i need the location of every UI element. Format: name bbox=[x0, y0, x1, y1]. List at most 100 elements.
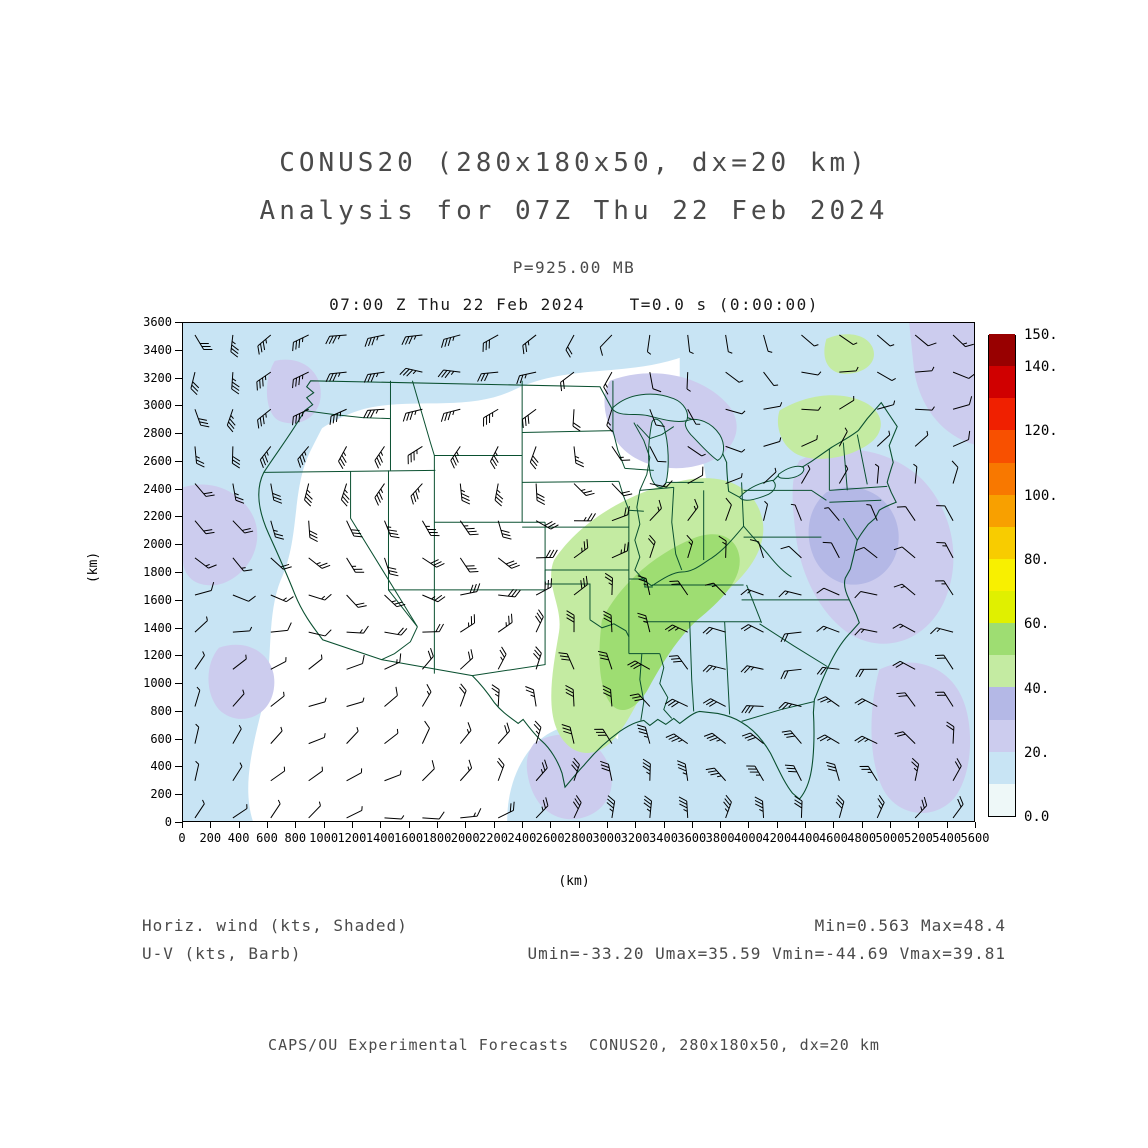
wind-barb bbox=[754, 796, 765, 818]
wind-barb bbox=[194, 760, 200, 781]
wind-barb bbox=[817, 696, 840, 707]
wind-barb bbox=[642, 758, 651, 781]
wind-barb bbox=[866, 504, 878, 521]
y-tick-label: 1600 bbox=[143, 592, 172, 607]
wind-barb bbox=[363, 408, 385, 419]
x-tick-mark bbox=[578, 822, 580, 828]
wind-barb bbox=[784, 764, 802, 781]
colorbar-tick-label: 140. bbox=[1024, 359, 1058, 376]
wind-barb bbox=[402, 408, 423, 422]
wind-barb bbox=[952, 430, 971, 447]
wind-barb bbox=[664, 698, 688, 708]
wind-barb bbox=[384, 520, 400, 539]
y-tick-label: 0 bbox=[164, 815, 172, 829]
y-tick-mark bbox=[175, 599, 182, 601]
wind-barb bbox=[894, 731, 916, 744]
x-tick-label: 2400 bbox=[507, 831, 537, 845]
x-tick-label: 5200 bbox=[903, 831, 933, 845]
y-tick-label: 2200 bbox=[143, 509, 172, 524]
wind-barb bbox=[535, 520, 559, 530]
x-tick-label: 200 bbox=[199, 831, 222, 845]
y-tick-mark bbox=[175, 683, 182, 685]
x-tick-mark bbox=[323, 822, 325, 828]
colorbar-tick-label: 80. bbox=[1024, 551, 1050, 568]
wind-barb bbox=[384, 686, 398, 707]
wind-barb bbox=[687, 466, 704, 484]
plot-area bbox=[182, 322, 975, 822]
wind-barb bbox=[822, 541, 840, 559]
wind-barb bbox=[611, 506, 630, 522]
wind-barb bbox=[893, 583, 916, 596]
wind-barb bbox=[232, 557, 253, 572]
colorbar-cell bbox=[989, 462, 1015, 495]
wind-barb bbox=[536, 549, 558, 559]
wind-barb bbox=[232, 626, 253, 633]
wind-barb bbox=[270, 766, 286, 782]
wind-barb bbox=[915, 406, 935, 411]
x-tick-label: 3400 bbox=[649, 831, 678, 845]
wind-barb bbox=[780, 668, 802, 680]
wind-barb bbox=[914, 797, 928, 819]
x-tick-mark bbox=[975, 822, 976, 828]
wind-barb bbox=[346, 520, 363, 538]
y-tick-mark bbox=[175, 572, 182, 573]
y-tick-mark bbox=[175, 766, 182, 768]
wind-barb bbox=[421, 683, 432, 707]
x-tick-label: 4600 bbox=[818, 831, 848, 845]
wind-barb bbox=[297, 446, 310, 468]
wind-barb bbox=[740, 588, 764, 596]
wind-barb bbox=[325, 371, 347, 383]
wind-barb bbox=[422, 623, 445, 633]
wind-barb bbox=[778, 590, 802, 598]
x-tick-label: 1400 bbox=[365, 831, 395, 845]
wind-barb bbox=[308, 697, 327, 707]
wind-barb bbox=[952, 371, 974, 379]
wind-barb bbox=[896, 506, 916, 521]
wind-barb bbox=[649, 480, 673, 488]
wind-barb bbox=[477, 371, 499, 382]
wind-barb bbox=[911, 757, 920, 781]
wind-barb bbox=[877, 400, 896, 410]
x-tick-mark bbox=[351, 822, 353, 828]
x-tick-label: 2800 bbox=[564, 831, 593, 845]
y-tick-label: 2600 bbox=[143, 453, 172, 468]
y-tick-label: 1200 bbox=[143, 648, 172, 663]
wind-barb bbox=[459, 683, 467, 707]
wind-barb bbox=[687, 409, 701, 425]
wind-barb bbox=[421, 720, 430, 744]
state-borders-layer bbox=[258, 380, 898, 800]
colorbar-tick-label: 100. bbox=[1024, 487, 1058, 504]
x-tick-label: 4200 bbox=[762, 831, 792, 845]
y-tick-mark bbox=[175, 349, 182, 351]
wind-barb bbox=[190, 371, 200, 396]
wind-barb bbox=[573, 539, 589, 559]
wind-barb bbox=[936, 505, 954, 521]
x-tick-label: 3000 bbox=[592, 831, 622, 845]
wind-barb bbox=[704, 582, 726, 596]
colorbar-cell bbox=[989, 622, 1015, 656]
wind-barb bbox=[346, 768, 363, 782]
wind-barb bbox=[497, 646, 507, 670]
x-tick-mark bbox=[861, 822, 863, 828]
barb-field-label: U-V (kts, Barb) bbox=[142, 944, 302, 963]
y-tick-mark bbox=[175, 433, 182, 435]
wind-barb bbox=[686, 372, 691, 392]
y-tick-mark bbox=[175, 544, 182, 546]
wind-barb bbox=[573, 446, 585, 468]
wind-barb bbox=[876, 430, 891, 447]
wind-barb bbox=[292, 371, 309, 389]
wind-barb bbox=[741, 705, 764, 714]
wind-barb bbox=[535, 578, 552, 596]
y-tick-mark bbox=[175, 488, 182, 490]
colorbar-cell bbox=[989, 526, 1015, 559]
wind-barb bbox=[705, 767, 727, 782]
wind-barb bbox=[876, 334, 895, 347]
wind-barb bbox=[801, 464, 811, 484]
wind-barb bbox=[232, 762, 243, 782]
wind-barb bbox=[292, 408, 309, 426]
wind-barb bbox=[231, 446, 241, 469]
y-tick-label: 400 bbox=[150, 759, 172, 774]
x-tick-label: 600 bbox=[256, 831, 278, 845]
wind-barb bbox=[935, 654, 954, 670]
x-tick-label: 800 bbox=[284, 831, 307, 845]
